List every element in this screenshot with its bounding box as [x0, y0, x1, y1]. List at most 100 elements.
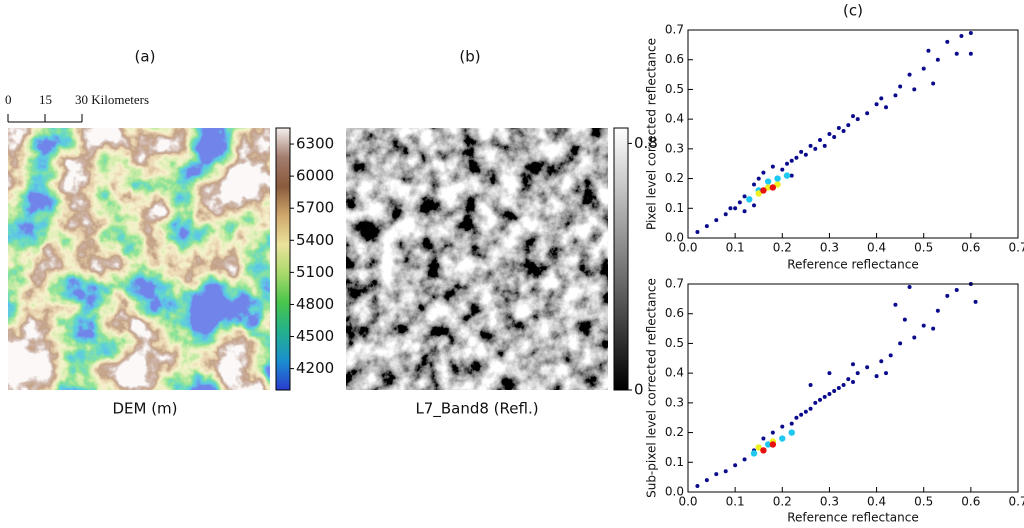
data-point: [827, 391, 832, 396]
data-point: [774, 175, 781, 182]
data-point: [742, 209, 747, 214]
data-point: [794, 155, 799, 160]
data-point: [785, 161, 789, 166]
scale-label: 0: [5, 92, 12, 107]
y-tick-label: 0.6: [665, 306, 684, 320]
data-point: [832, 388, 837, 393]
y-tick-label: 0.4: [665, 112, 684, 126]
y-axis-label: Pixel level corrected reflectance: [645, 38, 659, 230]
colorbar-tick-label: 6000: [296, 167, 334, 185]
image-title: L7_Band8 (Refl.): [415, 400, 538, 419]
y-tick-label: 0.6: [665, 52, 684, 66]
data-point: [921, 323, 926, 328]
data-point: [973, 299, 978, 304]
x-tick-label: 0.0: [678, 495, 697, 509]
image-title: DEM (m): [112, 400, 177, 418]
colorbar-tick-label: 6300: [296, 135, 334, 153]
data-point: [774, 181, 781, 188]
colorbar-tick-label: 4800: [296, 295, 334, 313]
data-point: [761, 170, 766, 175]
data-point: [921, 66, 926, 71]
y-tick-label: 0.5: [665, 336, 684, 350]
data-point: [893, 302, 898, 307]
data-point: [898, 341, 903, 346]
data-point: [827, 371, 832, 376]
data-point: [770, 430, 775, 435]
data-point: [799, 149, 804, 154]
data-point: [789, 421, 794, 426]
panel-label: (b): [459, 48, 480, 66]
scale-label: 15: [39, 92, 52, 107]
data-point: [737, 200, 742, 205]
x-tick-label: 0.3: [820, 241, 839, 255]
y-tick-label: 0.0: [665, 231, 684, 245]
data-point: [912, 87, 917, 92]
data-point: [945, 39, 950, 44]
data-point: [794, 415, 799, 420]
data-point: [723, 469, 728, 474]
x-axis-label: Reference reflectance: [787, 511, 918, 525]
colorbar-tick-label: 5700: [296, 199, 334, 217]
data-point: [769, 184, 777, 191]
y-tick-label: 0.1: [665, 455, 684, 469]
data-point: [968, 51, 973, 56]
y-tick-label: 0.7: [665, 277, 684, 291]
data-point: [884, 105, 888, 110]
data-point: [912, 335, 917, 340]
data-point: [841, 129, 846, 134]
data-point: [822, 394, 827, 399]
x-tick-label: 0.7: [1008, 495, 1024, 509]
data-point: [803, 409, 808, 414]
data-point: [898, 84, 903, 89]
data-point: [893, 93, 898, 98]
data-point: [818, 137, 822, 142]
x-tick-label: 0.0: [678, 241, 697, 255]
panel-label: (c): [843, 2, 863, 20]
data-point: [832, 134, 837, 139]
data-point: [935, 308, 940, 313]
data-point: [931, 81, 936, 86]
data-point: [836, 126, 841, 131]
data-point: [742, 457, 747, 462]
data-point: [874, 374, 879, 379]
raster-image: [8, 128, 270, 390]
data-point: [888, 353, 893, 358]
data-point: [836, 386, 841, 390]
data-point: [752, 182, 756, 187]
data-point: [907, 72, 912, 77]
data-point: [874, 102, 879, 107]
data-point: [799, 412, 804, 417]
x-tick-label: 0.6: [961, 495, 980, 509]
data-point: [879, 359, 884, 364]
data-point: [780, 424, 785, 429]
x-tick-label: 0.1: [726, 495, 745, 509]
data-point: [723, 212, 728, 217]
y-tick-label: 0.1: [665, 201, 684, 215]
data-point: [752, 203, 756, 208]
data-point: [884, 371, 888, 376]
y-tick-label: 0.2: [665, 171, 684, 185]
data-point: [755, 444, 762, 451]
data-point: [714, 218, 719, 223]
x-axis-label: Reference reflectance: [787, 258, 918, 272]
data-point: [822, 143, 827, 148]
data-point: [750, 450, 758, 457]
data-point: [813, 146, 818, 151]
data-point: [770, 164, 775, 169]
data-point: [733, 463, 738, 468]
colorbar: [275, 127, 291, 391]
data-point: [695, 484, 700, 489]
plot-frame: [687, 283, 1019, 493]
data-point: [733, 206, 738, 211]
data-point: [808, 143, 813, 148]
data-point: [808, 383, 813, 388]
x-tick-label: 0.7: [1008, 241, 1024, 255]
data-point: [783, 172, 791, 179]
x-tick-label: 0.5: [914, 495, 933, 509]
colorbar-tick-label: 0.8: [634, 134, 658, 152]
y-tick-label: 0.0: [665, 485, 684, 499]
data-point: [855, 371, 860, 376]
scale-label: 30 Kilometers: [75, 92, 149, 107]
data-point: [907, 284, 912, 289]
